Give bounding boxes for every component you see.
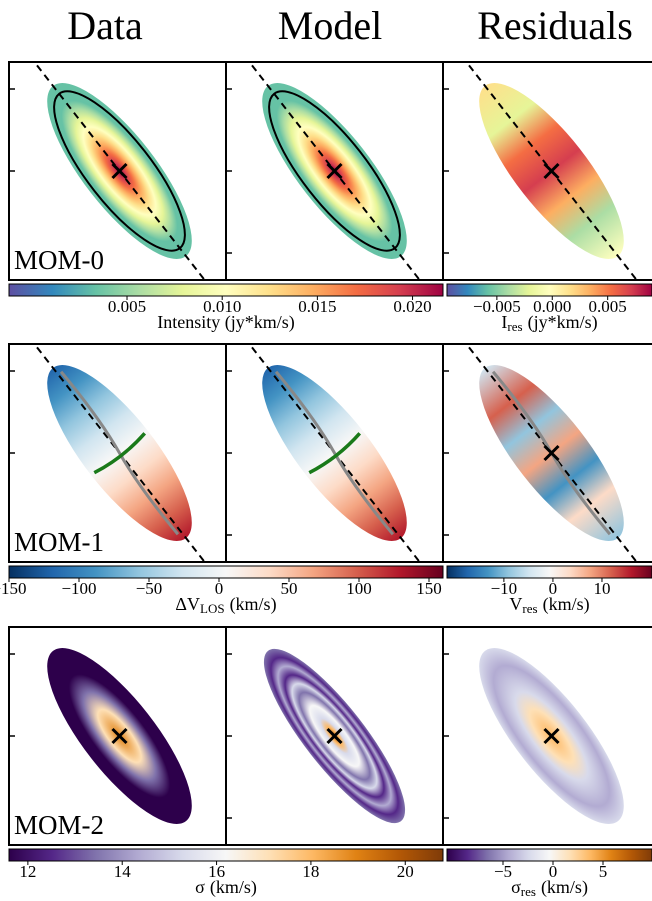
label-subscript: res (507, 319, 522, 334)
minor-axis-trace (308, 432, 362, 475)
center-marker (111, 727, 128, 745)
label-subscript: res (521, 884, 536, 899)
colorbar-tick-label: −0.005 (473, 297, 521, 316)
label-unit: (km/s) (541, 877, 588, 898)
colorbar (8, 565, 444, 579)
colorbar-tick-label: 150 (416, 579, 442, 598)
column-title: Residuals (477, 3, 633, 48)
center-marker (543, 162, 560, 180)
label-symbol: ΔV (175, 594, 200, 614)
colorbar-label: Ires (jy*km/s) (501, 312, 597, 334)
colorbar-tick-label: 10 (593, 579, 610, 598)
panel (443, 627, 652, 845)
colorbar-tick-label: −50 (136, 579, 163, 598)
label-unit: (jy*km/s) (528, 312, 598, 333)
colorbar-tick-label: −5 (494, 862, 512, 881)
colorbar-label: σres (km/s) (511, 877, 588, 899)
colorbar (8, 848, 444, 862)
colorbar-tick-label: 5 (599, 862, 608, 881)
colorbar-tick-label: 50 (281, 579, 298, 598)
colorbar-tick-label: −150 (0, 579, 27, 598)
row-label: MOM-1 (14, 527, 104, 557)
label-symbol: σ (511, 877, 521, 897)
colorbar (446, 283, 652, 297)
colorbar-tick-label: 0 (549, 862, 558, 881)
label-symbol: I (501, 312, 507, 332)
colorbar-tick-label: 0 (549, 579, 558, 598)
label-unit: (km/s) (210, 877, 257, 898)
colorbar-tick-label: 12 (19, 862, 36, 881)
colorbar-tick-label: 14 (114, 862, 132, 881)
row-label-box (10, 809, 128, 843)
colorbar-tick-label: 20 (397, 862, 414, 881)
label-symbol: Intensity (jy*km/s) (157, 312, 295, 333)
row-label-box (10, 526, 128, 560)
label-subscript: LOS (200, 601, 225, 616)
center-marker (543, 444, 560, 462)
colorbar-tick-label: 0.010 (203, 297, 241, 316)
row-label: MOM-2 (14, 810, 104, 840)
center-marker (326, 162, 343, 180)
rotation-curve (59, 370, 180, 536)
center-marker (111, 162, 128, 180)
colorbar-label: Vres (km/s) (509, 594, 589, 616)
colorbar-tick-label: −100 (61, 579, 96, 598)
label-subscript: res (522, 601, 537, 616)
colorbar-tick-label: 18 (302, 862, 319, 881)
column-title: Data (67, 3, 143, 48)
colorbar-tick-label: 0.015 (298, 297, 336, 316)
colorbar-tick-label: −10 (491, 579, 518, 598)
center-marker (543, 727, 560, 745)
panel (226, 344, 443, 562)
colorbar-tick-label: 0.005 (108, 297, 146, 316)
colorbar-tick-label: 100 (346, 579, 372, 598)
label-symbol: V (509, 594, 522, 614)
row-label: MOM-0 (14, 245, 104, 275)
minor-axis-trace (93, 432, 147, 475)
colorbar (446, 565, 652, 579)
label-unit: (km/s) (230, 594, 277, 615)
colorbar-tick-label: 0.020 (393, 297, 431, 316)
row-label-box (10, 244, 128, 278)
panel (443, 344, 652, 562)
colorbar (446, 848, 652, 862)
colorbar-tick-label: 0.005 (589, 297, 627, 316)
label-unit: (km/s) (543, 594, 590, 615)
rotation-curve (274, 370, 395, 536)
panel (9, 344, 226, 562)
center-marker (326, 727, 343, 745)
column-title: Model (278, 3, 382, 48)
colorbar (8, 283, 444, 297)
label-symbol: σ (195, 877, 205, 897)
colorbar-tick-label: 16 (208, 862, 225, 881)
colorbar-tick-label: 0.000 (533, 297, 571, 316)
colorbar-label: Intensity (jy*km/s) (157, 312, 295, 333)
colorbar-label: ΔVLOS (km/s) (175, 594, 276, 616)
colorbar-tick-label: 0 (215, 579, 224, 598)
colorbar-label: σ (km/s) (195, 877, 257, 898)
